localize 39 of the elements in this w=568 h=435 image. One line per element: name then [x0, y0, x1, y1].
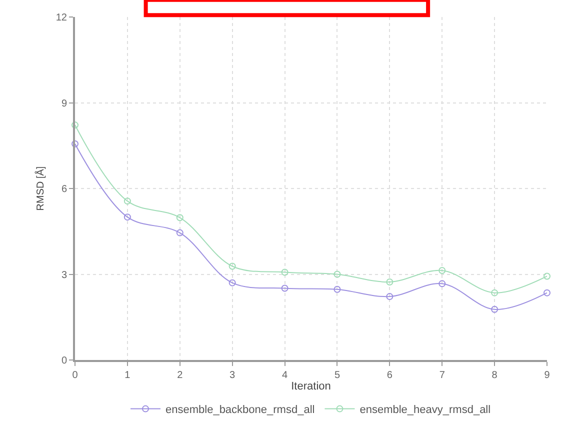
point — [281, 268, 288, 276]
point — [544, 272, 550, 280]
point — [438, 267, 446, 274]
x-tick-label: 9 — [544, 370, 550, 381]
x-tick-label: 3 — [230, 370, 236, 381]
point — [438, 280, 446, 288]
point — [176, 214, 184, 222]
point — [386, 278, 394, 286]
point — [72, 140, 78, 148]
y-axis-title: RMSD [Å] — [34, 166, 46, 211]
y-tick-label: 0 — [61, 356, 68, 366]
x-tick-label: 1 — [124, 370, 131, 381]
y-tick-label: 12 — [56, 12, 68, 24]
x-tick-label: 4 — [282, 370, 288, 381]
legend-label: ensemble_heavy_rmsd_all — [360, 404, 491, 416]
y-tick-label: 3 — [61, 270, 68, 281]
point — [386, 293, 394, 300]
legend-label: ensemble_backbone_rmsd_all — [166, 404, 315, 416]
x-tick-label: 8 — [492, 370, 498, 381]
x-tick-label: 5 — [334, 370, 340, 381]
point — [334, 270, 341, 278]
point — [72, 122, 78, 129]
point — [491, 289, 498, 296]
point — [228, 262, 236, 270]
y-tick-label: 9 — [61, 98, 68, 110]
point — [124, 214, 131, 221]
point — [124, 198, 131, 205]
x-tick-label: 7 — [439, 370, 446, 381]
x-tick-label: 0 — [72, 370, 78, 381]
x-axis-title: Iteration — [291, 380, 331, 393]
point — [281, 284, 288, 292]
point — [176, 229, 184, 236]
point — [334, 286, 341, 293]
point — [491, 306, 498, 313]
x-tick-label: 6 — [386, 370, 393, 381]
x-tick-label: 2 — [177, 370, 184, 381]
y-tick-label: 6 — [61, 184, 68, 195]
point — [228, 279, 236, 286]
point — [544, 289, 550, 296]
